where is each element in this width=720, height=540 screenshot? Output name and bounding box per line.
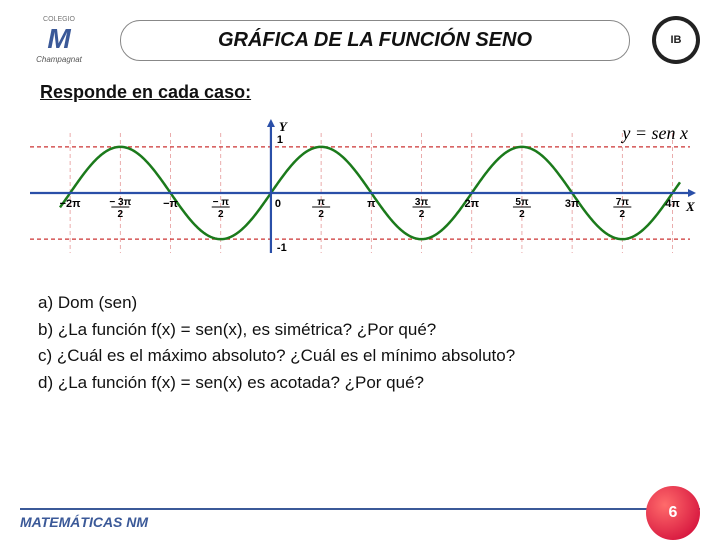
question-d: d) ¿La función f(x) = sen(x) es acotada?… [38, 371, 682, 396]
logo-letter: M [47, 23, 70, 55]
svg-text:Y: Y [279, 119, 288, 134]
question-a: a) Dom (sen) [38, 291, 682, 316]
logo-right-text: IB [656, 20, 696, 60]
page-number: 6 [646, 486, 700, 540]
logo-name: Champagnat [36, 55, 82, 64]
questions: a) Dom (sen) b) ¿La función f(x) = sen(x… [0, 273, 720, 408]
footer-text: MATEMÁTICAS NM [20, 514, 148, 530]
svg-text:−π: −π [163, 198, 178, 210]
svg-text:2: 2 [318, 209, 324, 220]
svg-text:π: π [317, 197, 325, 208]
equation-label: y = sen x [622, 123, 688, 144]
header: COLEGIO M Champagnat GRÁFICA DE LA FUNCI… [0, 0, 720, 76]
question-c: c) ¿Cuál es el máximo absoluto? ¿Cuál es… [38, 344, 682, 369]
svg-text:2: 2 [218, 209, 224, 220]
svg-text:2: 2 [419, 209, 425, 220]
svg-text:π: π [367, 198, 376, 210]
svg-text:2: 2 [519, 209, 525, 220]
svg-text:0: 0 [275, 198, 281, 210]
page-title: GRÁFICA DE LA FUNCIÓN SENO [120, 20, 630, 61]
svg-text:3π: 3π [565, 198, 580, 210]
svg-text:-1: -1 [277, 242, 287, 254]
question-b: b) ¿La función f(x) = sen(x), es simétri… [38, 318, 682, 343]
logo-left: COLEGIO M Champagnat [20, 12, 98, 68]
svg-text:−2π: −2π [60, 198, 82, 210]
svg-text:7π: 7π [616, 197, 630, 208]
svg-text:2: 2 [118, 209, 124, 220]
svg-text:1: 1 [277, 134, 283, 146]
svg-text:X: X [685, 199, 695, 214]
svg-text:5π: 5π [515, 197, 529, 208]
logo-right: IB [652, 16, 700, 64]
svg-text:2π: 2π [464, 198, 479, 210]
subheading: Responde en cada caso: [0, 76, 720, 113]
sine-chart: YX1-1−2π− 3π2−π− π20π2π3π22π5π23π7π24π y… [20, 113, 700, 273]
footer: MATEMÁTICAS NM 6 [20, 508, 700, 530]
svg-text:2: 2 [620, 209, 626, 220]
svg-text:− π: − π [213, 197, 230, 208]
svg-text:4π: 4π [665, 198, 680, 210]
logo-sub: COLEGIO [43, 16, 75, 23]
chart-container: YX1-1−2π− 3π2−π− π20π2π3π22π5π23π7π24π y… [0, 113, 720, 273]
svg-text:3π: 3π [415, 197, 429, 208]
chart-svg: YX1-1−2π− 3π2−π− π20π2π3π22π5π23π7π24π [20, 113, 700, 273]
svg-text:− 3π: − 3π [109, 197, 131, 208]
